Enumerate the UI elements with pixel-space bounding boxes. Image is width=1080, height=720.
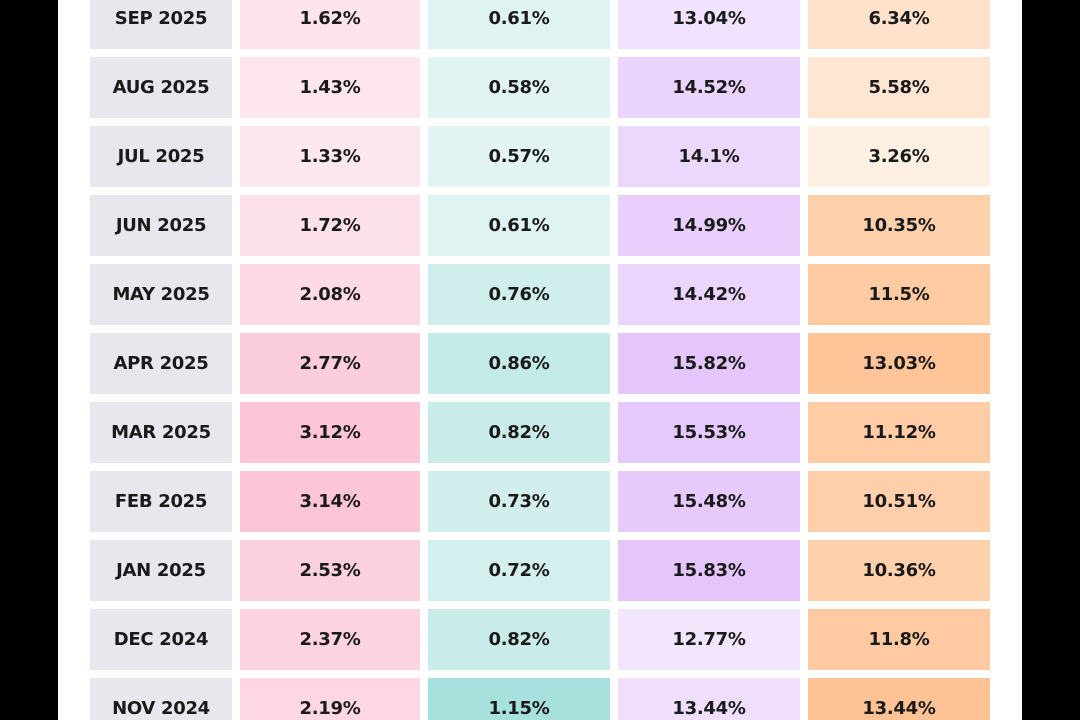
value-cell-col1: 3.12%: [240, 402, 420, 463]
value-cell-col4: 13.44%: [808, 678, 990, 720]
value-cell-col2: 0.61%: [428, 0, 610, 49]
value-cell-col3: 13.04%: [618, 0, 800, 49]
value-cell-col1: 1.72%: [240, 195, 420, 256]
value-cell-col1: 1.43%: [240, 57, 420, 118]
month-label: APR 2025: [90, 333, 232, 394]
month-label: JAN 2025: [90, 540, 232, 601]
value-cell-col2: 0.61%: [428, 195, 610, 256]
value-cell-col2: 0.73%: [428, 471, 610, 532]
value-cell-col3: 14.52%: [618, 57, 800, 118]
value-cell-col2: 0.82%: [428, 402, 610, 463]
month-label: AUG 2025: [90, 57, 232, 118]
month-label: JUN 2025: [90, 195, 232, 256]
month-label: NOV 2024: [90, 678, 232, 720]
value-cell-col2: 0.82%: [428, 609, 610, 670]
value-cell-col3: 15.83%: [618, 540, 800, 601]
value-cell-col3: 12.77%: [618, 609, 800, 670]
value-cell-col2: 0.72%: [428, 540, 610, 601]
value-cell-col4: 6.34%: [808, 0, 990, 49]
value-cell-col1: 2.37%: [240, 609, 420, 670]
value-cell-col1: 1.62%: [240, 0, 420, 49]
value-cell-col4: 11.5%: [808, 264, 990, 325]
month-label: DEC 2024: [90, 609, 232, 670]
value-cell-col3: 14.42%: [618, 264, 800, 325]
value-cell-col3: 14.1%: [618, 126, 800, 187]
value-cell-col4: 10.36%: [808, 540, 990, 601]
value-cell-col4: 5.58%: [808, 57, 990, 118]
value-cell-col2: 0.86%: [428, 333, 610, 394]
value-cell-col2: 1.15%: [428, 678, 610, 720]
value-cell-col1: 2.53%: [240, 540, 420, 601]
month-label: FEB 2025: [90, 471, 232, 532]
value-cell-col1: 2.77%: [240, 333, 420, 394]
month-label: MAR 2025: [90, 402, 232, 463]
value-cell-col3: 15.82%: [618, 333, 800, 394]
value-cell-col1: 3.14%: [240, 471, 420, 532]
month-label: SEP 2025: [90, 0, 232, 49]
value-cell-col4: 11.12%: [808, 402, 990, 463]
value-cell-col3: 13.44%: [618, 678, 800, 720]
value-cell-col4: 11.8%: [808, 609, 990, 670]
value-cell-col4: 10.51%: [808, 471, 990, 532]
value-cell-col4: 13.03%: [808, 333, 990, 394]
value-cell-col3: 15.53%: [618, 402, 800, 463]
value-cell-col3: 15.48%: [618, 471, 800, 532]
month-label: JUL 2025: [90, 126, 232, 187]
table-page: SEP 2025 1.62% 0.61% 13.04% 6.34% AUG 2025 1.4…: [58, 0, 1022, 720]
value-cell-col2: 0.76%: [428, 264, 610, 325]
value-cell-col1: 2.08%: [240, 264, 420, 325]
month-label: MAY 2025: [90, 264, 232, 325]
value-cell-col2: 0.57%: [428, 126, 610, 187]
value-cell-col4: 10.35%: [808, 195, 990, 256]
value-cell-col1: 2.19%: [240, 678, 420, 720]
value-cell-col2: 0.58%: [428, 57, 610, 118]
value-cell-col1: 1.33%: [240, 126, 420, 187]
value-cell-col4: 3.26%: [808, 126, 990, 187]
value-cell-col3: 14.99%: [618, 195, 800, 256]
